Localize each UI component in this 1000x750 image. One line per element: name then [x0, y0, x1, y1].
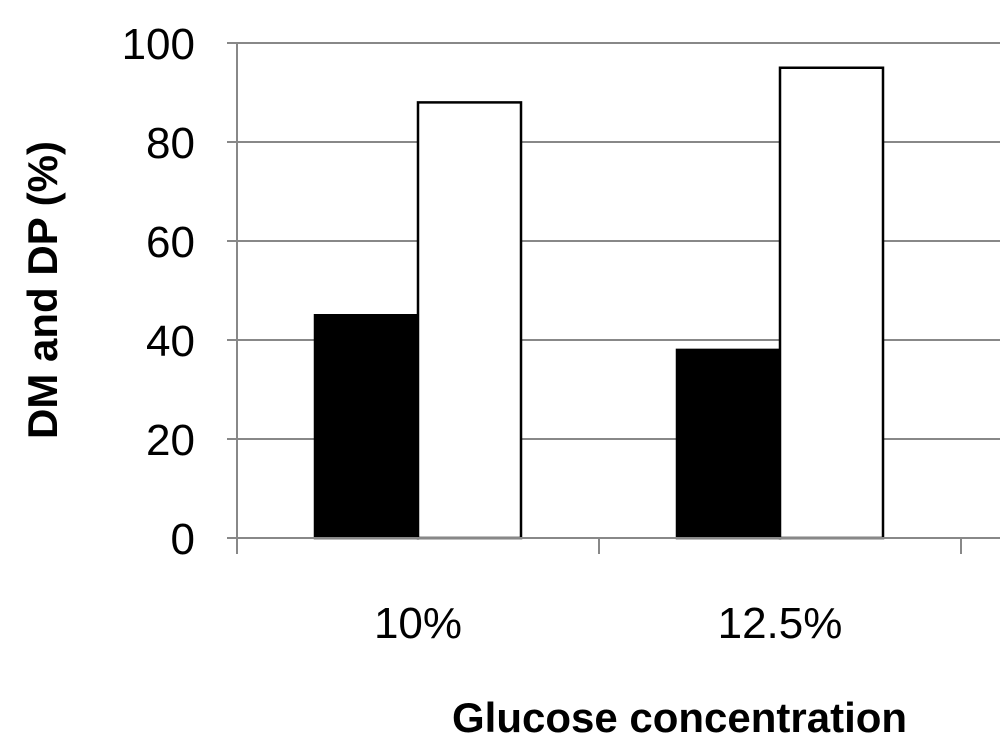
y-tick-label: 80: [146, 119, 195, 168]
y-tick-label: 60: [146, 218, 195, 267]
x-tick-label: 10%: [374, 599, 462, 648]
bar-series-2-0: [416, 101, 523, 540]
x-tick-label: 12.5%: [718, 599, 843, 648]
y-tick-label: 100: [122, 20, 195, 69]
y-tick-label: 40: [146, 317, 195, 366]
bar-series-1-1: [675, 348, 782, 540]
bar-series-1-0: [313, 314, 420, 540]
y-tick-label: 20: [146, 416, 195, 465]
y-tick-labels: 0 20 40 60 80 100: [122, 20, 195, 564]
y-axis-title: DM and DP (%): [19, 141, 66, 439]
bars: [313, 66, 885, 540]
y-tick-label: 0: [171, 515, 195, 564]
bar-series-2-1: [778, 66, 885, 540]
x-tick-labels: 10% 12.5%: [374, 599, 842, 648]
x-axis-title: Glucose concentration: [452, 694, 907, 741]
axes: [227, 42, 1000, 554]
